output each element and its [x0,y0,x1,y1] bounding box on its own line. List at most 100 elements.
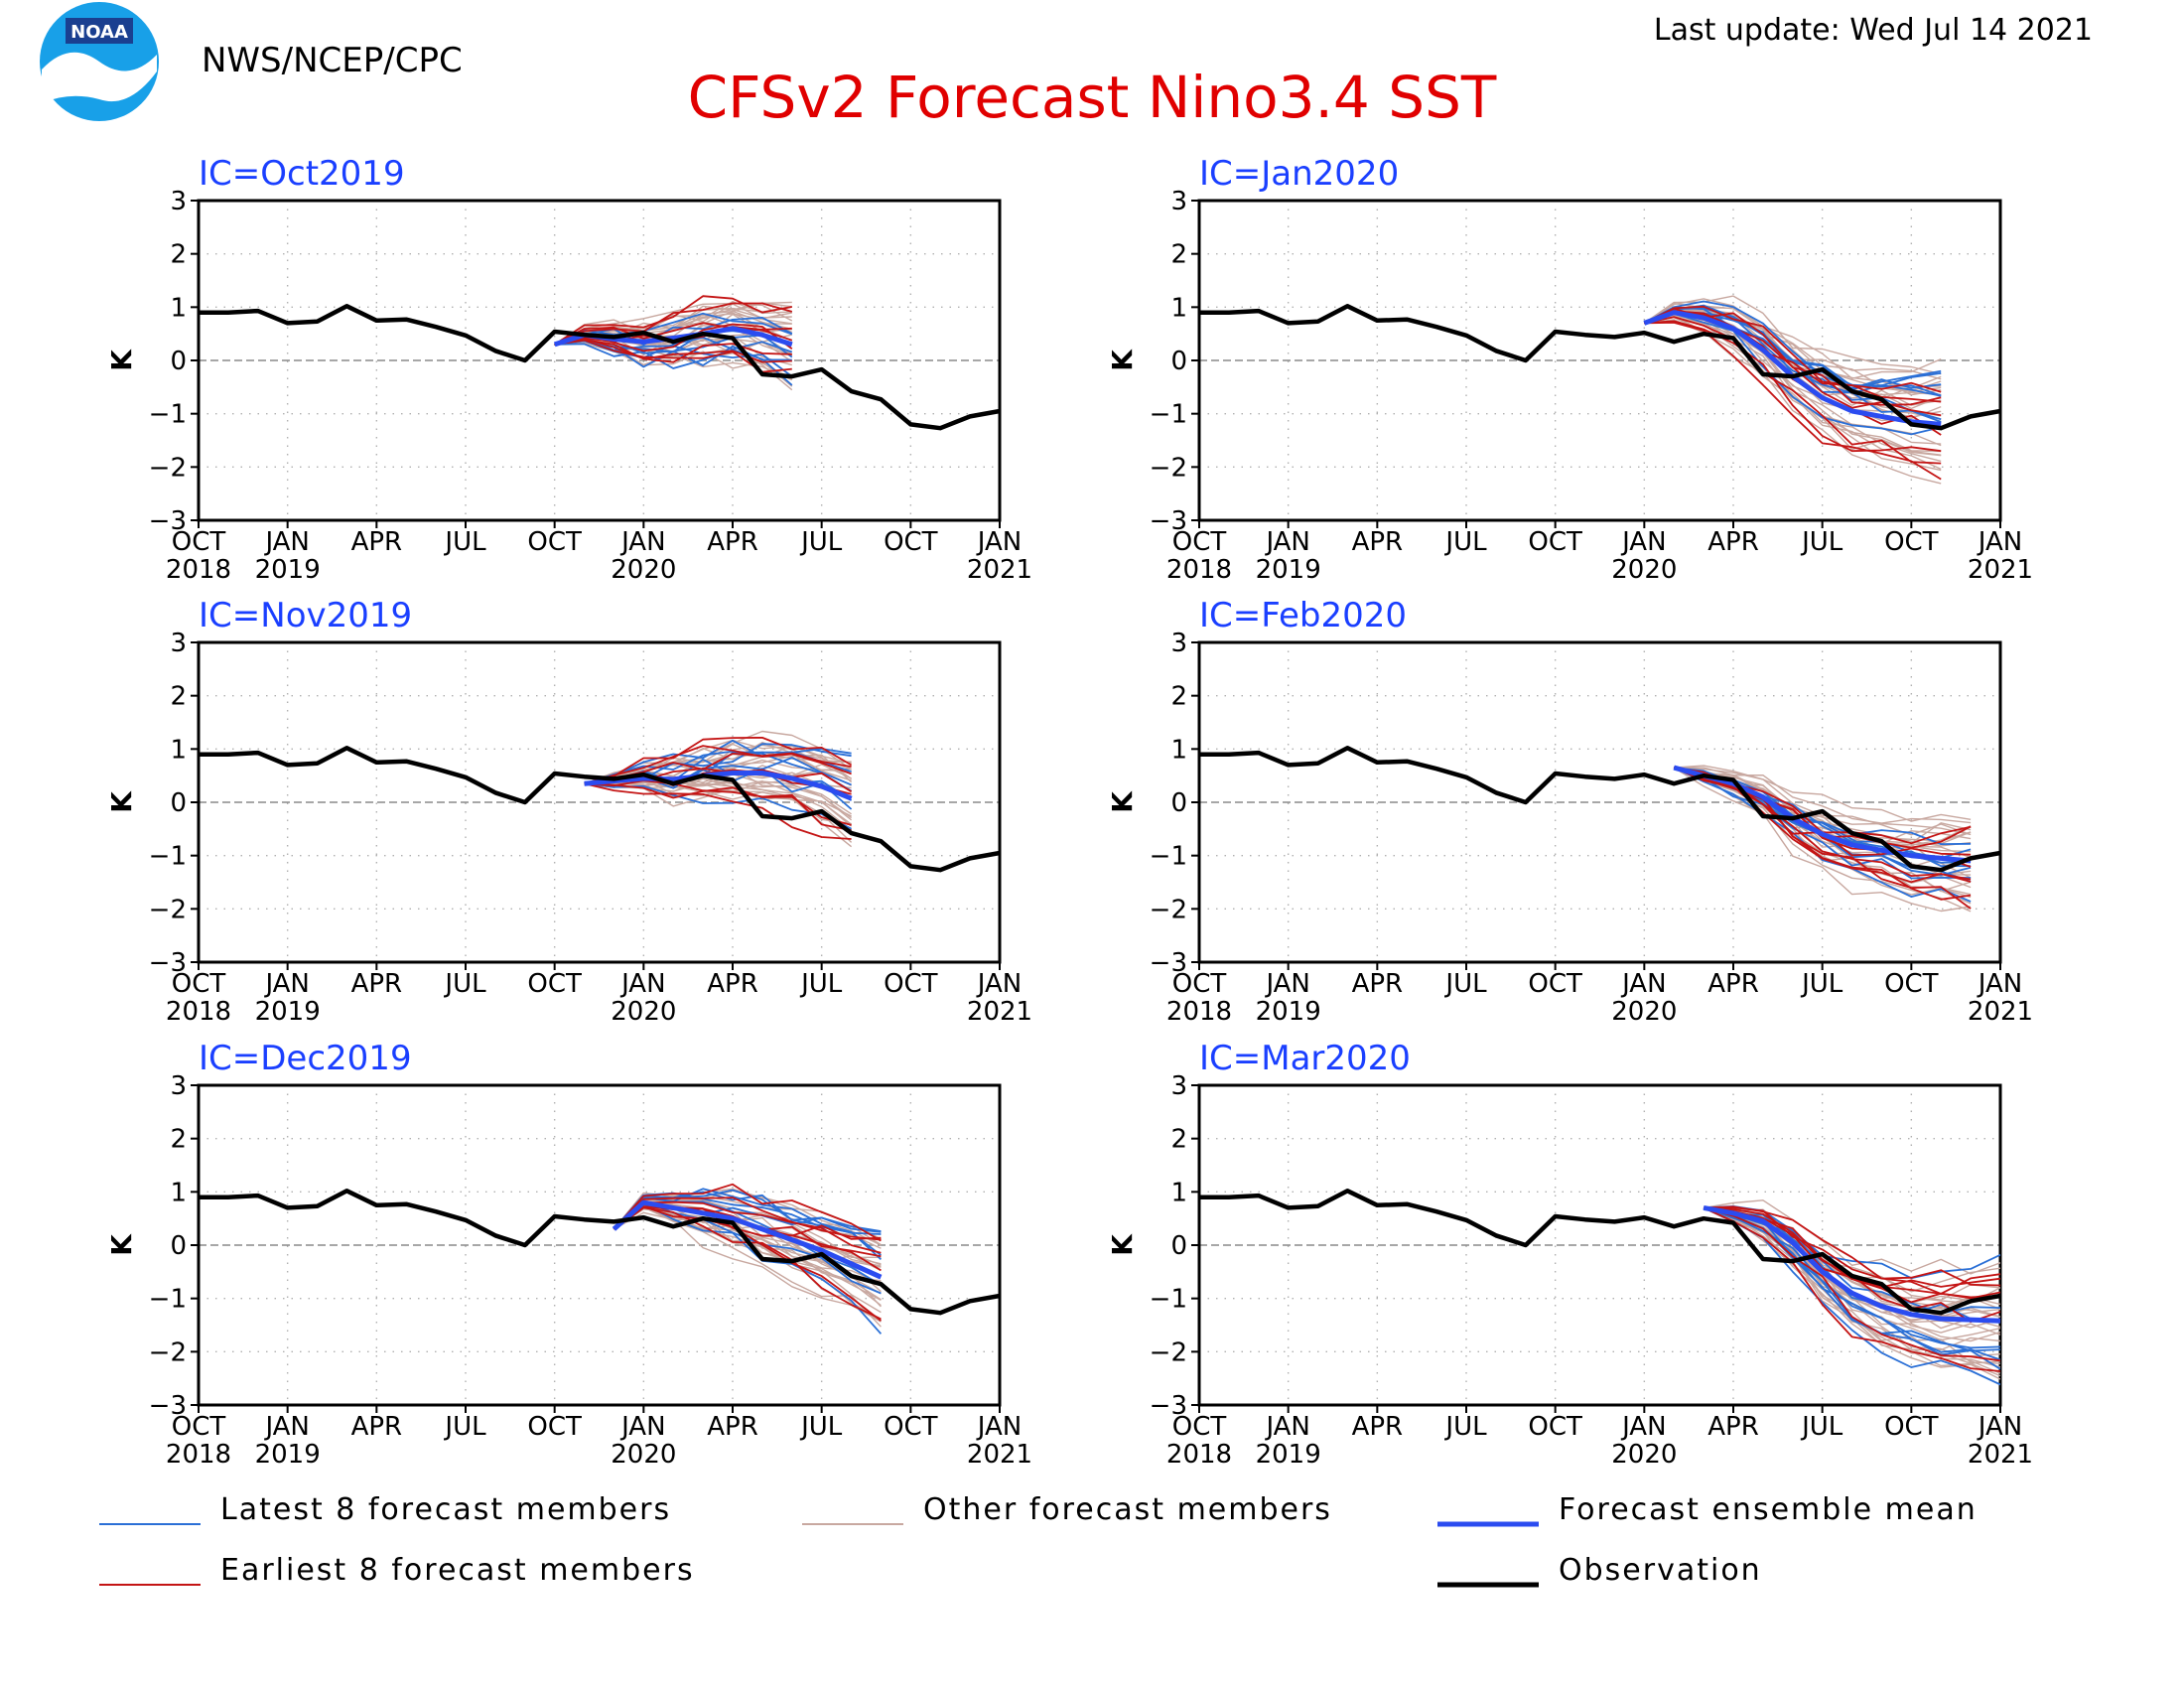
y-tick-label: 1 [1170,735,1187,765]
y-tick-label: 1 [170,1178,187,1207]
y-tick-label: 0 [170,347,187,376]
x-tick-label: OCT [1172,527,1227,557]
ensemble-mean-line [584,771,853,801]
other-member-line [1674,767,1972,868]
observation-line [1199,1189,2001,1316]
x-tick-year: 2019 [255,555,321,585]
earliest-member-line [554,295,792,346]
y-tick-label: 2 [1170,682,1187,712]
x-tick-label: JAN [976,1412,1022,1442]
x-tick-year: 2021 [967,1440,1032,1470]
y-tick-label: 0 [1170,347,1187,376]
other-member-line [1674,767,1972,824]
y-tick-label: 3 [1170,187,1187,216]
earliest-member-line [1704,1205,2000,1287]
panel-title: IC=Dec2019 [199,1039,412,1078]
latest-member-line [554,343,793,386]
y-tick-label: 1 [170,735,187,765]
panel-title: IC=Mar2020 [1199,1039,1411,1078]
other-member-line [1673,767,1972,913]
x-tick-label: JAN [263,527,309,557]
earliest-member-line [1644,320,1942,453]
panel-title: IC=Feb2020 [1199,596,1407,635]
x-tick-label: JUL [799,1412,843,1442]
x-tick-year: 2018 [166,997,231,1027]
x-tick-label: JAN [263,1412,309,1442]
y-tick-label: −1 [1150,842,1187,872]
y-tick-label: 1 [1170,293,1187,323]
ensemble-mean-line [1643,310,1942,427]
x-tick-label: OCT [527,527,582,557]
legend-label-other: Other forecast members [923,1492,1332,1527]
x-tick-label: JAN [1264,1412,1309,1442]
x-tick-year: 2021 [967,997,1032,1027]
latest-member-line [1703,1206,2000,1361]
x-tick-year: 2019 [1256,1440,1321,1470]
latest-member-line [1643,300,1942,390]
x-tick-label: APR [1707,969,1759,999]
y-tick-label: −3 [1150,948,1187,978]
x-tick-label: JAN [619,1412,665,1442]
y-tick-label: −2 [1150,1337,1187,1367]
legend: Latest 8 forecast members Other forecast … [99,1492,1976,1588]
x-tick-label: JAN [619,527,665,557]
y-tick-label: −3 [1150,506,1187,536]
y-axis-label: K [105,790,138,813]
y-tick-label: −3 [1150,1391,1187,1421]
x-tick-label: JAN [619,969,665,999]
earliest-member-line [613,1196,882,1241]
x-tick-year: 2020 [1611,555,1677,585]
earliest-member-line [584,782,852,826]
other-member-line [1643,295,1942,375]
latest-member-line [1673,767,1972,880]
other-member-line [1703,1199,2000,1275]
earliest-member-line [1644,316,1942,465]
x-tick-year: 2018 [1166,1440,1232,1470]
y-tick-label: −2 [1150,453,1187,483]
legend-label-earliest: Earliest 8 forecast members [220,1553,695,1588]
x-tick-label: APR [707,527,758,557]
x-tick-label: JUL [1800,969,1843,999]
x-tick-year: 2018 [1166,997,1232,1027]
x-tick-label: APR [707,1412,758,1442]
ensemble-members [584,730,853,848]
y-tick-label: −3 [149,1391,187,1421]
other-member-line [1644,315,1942,447]
ensemble-mean-line [1703,1204,2001,1324]
last-update: Last update: Wed Jul 14 2021 [1654,13,2093,48]
x-tick-label: OCT [527,1412,582,1442]
legend-label-observation: Observation [1559,1553,1762,1588]
x-tick-year: 2020 [611,1440,676,1470]
y-tick-label: 3 [170,187,187,216]
x-tick-label: APR [1352,527,1404,557]
x-tick-label: JUL [1443,969,1487,999]
x-tick-label: APR [1352,969,1404,999]
chart-title: CFSv2 Forecast Nino3.4 SST [688,64,1497,131]
x-tick-label: OCT [1528,1412,1582,1442]
earliest-member-line [554,322,793,346]
y-tick-label: 2 [170,1125,187,1155]
other-member-line [1703,1206,2000,1380]
x-tick-label: OCT [1528,527,1582,557]
x-tick-label: JUL [443,969,486,999]
x-tick-year: 2020 [1611,1440,1677,1470]
x-tick-label: OCT [172,969,226,999]
earliest-member-line [613,1205,882,1322]
x-tick-label: OCT [884,1412,938,1442]
x-tick-label: APR [351,1412,403,1442]
x-tick-year: 2018 [166,555,231,585]
x-tick-year: 2021 [1968,555,2033,585]
x-tick-label: JUL [1800,527,1843,557]
y-tick-label: −2 [149,453,187,483]
x-tick-label: JUL [443,1412,486,1442]
earliest-member-line [1703,1206,2000,1372]
logo-band [66,18,133,44]
x-tick-label: JUL [799,969,843,999]
x-tick-label: OCT [1528,969,1582,999]
